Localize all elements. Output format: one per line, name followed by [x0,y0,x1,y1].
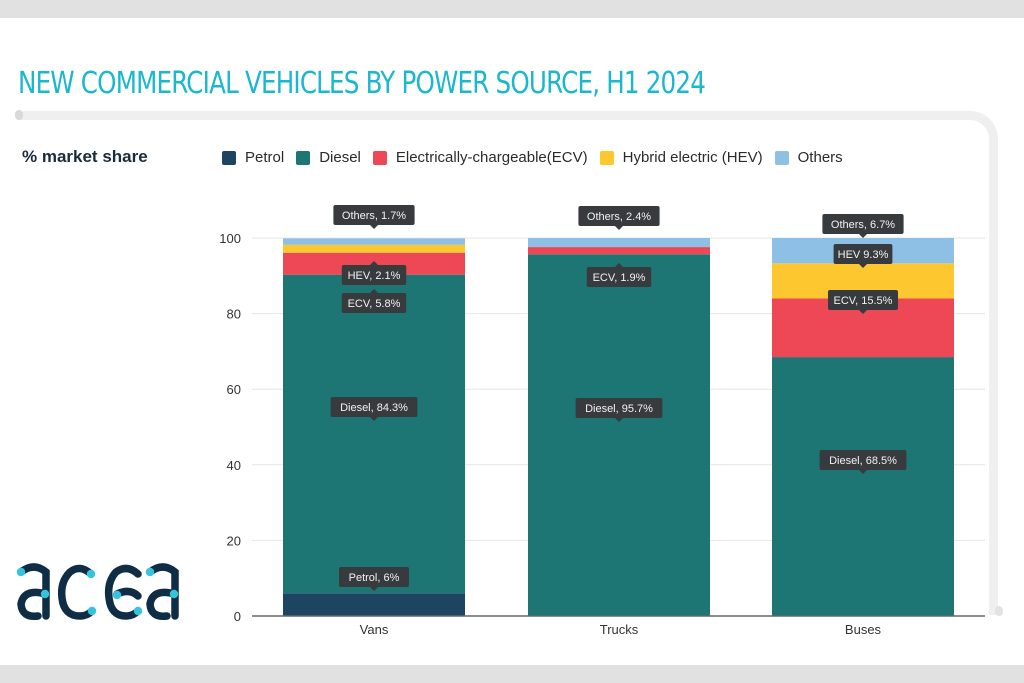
legend-label: Petrol [245,149,285,166]
frame-end-dot-left [15,110,23,120]
data-label-text: Others, 2.4% [587,211,651,223]
data-label-box [333,205,415,225]
legend-item: Electrically-chargeable(ECV) [372,149,588,166]
bar-segment [528,238,710,248]
data-label-text: HEV 9.3% [838,249,889,261]
data-label-pointer [370,289,378,293]
data-label-pointer [370,261,378,265]
top-band [0,0,1024,18]
data-label: Diesel, 95.7% [575,398,663,422]
data-label-pointer [370,587,378,591]
data-label-text: Diesel, 84.3% [340,402,408,414]
data-label: HEV 9.3% [833,244,893,268]
chart-title: NEW COMMERCIAL VEHICLES BY POWER SOURCE,… [18,66,706,101]
legend-swatch [774,150,789,165]
data-label-box [828,290,898,310]
x-tick-label: Buses [845,622,882,637]
data-label-text: Others, 1.7% [342,210,406,222]
legend-item: Hybrid electric (HEV) [599,149,763,166]
data-label: ECV, 5.8% [341,289,407,313]
data-label-box [578,206,660,226]
data-label: Diesel, 68.5% [819,450,907,474]
bar-segment [772,357,954,616]
acea-logo-icon [16,563,179,620]
data-label: HEV, 2.1% [341,261,407,285]
y-axis-label: % market share [22,147,148,166]
y-tick-label: 20 [227,533,241,548]
x-tick-label: Vans [360,622,389,637]
data-label: Others, 6.7% [822,214,904,238]
data-label-pointer [615,263,623,267]
bar-segment [283,238,465,245]
data-label: Others, 2.4% [578,206,660,230]
bottom-band [0,665,1024,683]
y-tick-label: 80 [227,307,241,322]
data-label-pointer [859,264,867,268]
data-label-box [819,450,907,470]
data-label: Diesel, 84.3% [330,397,418,421]
data-label: ECV, 15.5% [828,290,898,314]
chart-frame [18,111,998,615]
legend-item: Diesel [296,149,361,166]
legend-label: Hybrid electric (HEV) [622,149,763,166]
bar-segment [283,244,465,253]
data-label-text: Diesel, 95.7% [585,403,653,415]
y-tick-label: 0 [234,609,241,624]
data-label: ECV, 1.9% [586,263,652,287]
legend-label: Others [797,149,843,166]
acea-logo [14,558,184,629]
legend-swatch [222,150,236,165]
frame-end-dot-right [995,606,1003,616]
legend-swatch [599,150,614,165]
data-label-box [339,567,409,587]
bar-segment [528,247,710,255]
data-label-pointer [859,234,867,238]
data-label-text: HEV, 2.1% [348,270,401,282]
data-label-pointer [370,225,378,229]
data-label-text: Diesel, 68.5% [829,455,897,467]
x-tick-label: Trucks [600,622,639,637]
data-label-box [575,398,663,418]
data-label-pointer [859,470,867,474]
data-label: Petrol, 6% [339,567,409,591]
data-label-box [586,267,652,287]
data-label-pointer [370,417,378,421]
legend-item: Petrol [222,149,284,166]
bar-segment [528,254,710,616]
data-label-text: ECV, 5.8% [348,298,401,310]
data-label-box [833,244,893,264]
y-tick-label: 60 [227,382,241,397]
bar-segment [283,593,465,616]
legend-swatch [296,150,311,165]
legend-item: Others [774,149,843,166]
y-tick-label: 40 [227,458,241,473]
bar-segment [283,274,465,594]
data-label-text: Petrol, 6% [349,572,400,584]
data-label-text: Others, 6.7% [831,219,895,231]
data-label-text: ECV, 15.5% [834,295,893,307]
data-label-box [341,293,407,313]
data-label-pointer [615,226,623,230]
legend: Petrol Diesel Electrically-chargeable(ECV)… [222,149,855,166]
data-label-box [330,397,418,417]
data-label-text: ECV, 1.9% [593,272,646,284]
data-label-pointer [615,418,623,422]
data-label-box [341,265,407,285]
data-label-pointer [859,310,867,314]
y-tick-label: 100 [219,231,241,246]
legend-label: Electrically-chargeable(ECV) [395,149,588,166]
data-label: Others, 1.7% [333,205,415,229]
data-label-box [822,214,904,234]
legend-label: Diesel [319,149,361,166]
legend-swatch [372,150,387,165]
